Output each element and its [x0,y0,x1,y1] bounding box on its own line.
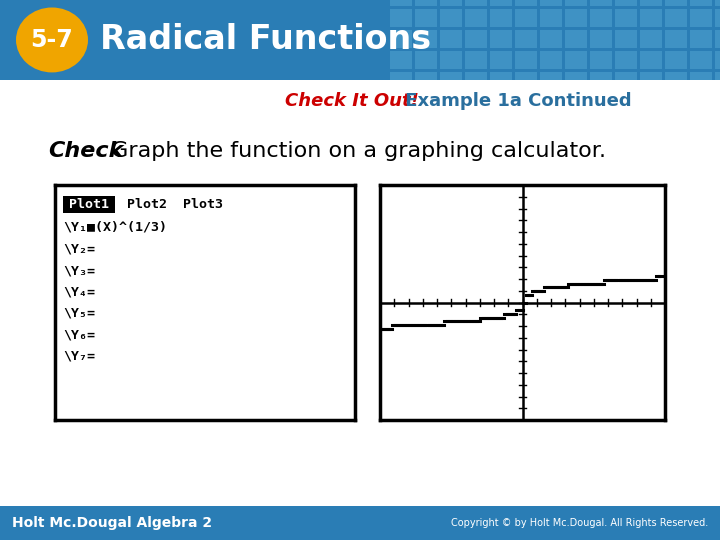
Ellipse shape [16,8,88,72]
FancyBboxPatch shape [390,51,412,69]
Text: \Y₁■(X)^(1/3): \Y₁■(X)^(1/3) [63,220,167,233]
Text: \Y₇=: \Y₇= [63,349,95,362]
FancyBboxPatch shape [640,72,662,90]
Text: Graph the function on a graphing calculator.: Graph the function on a graphing calcula… [104,141,606,161]
FancyBboxPatch shape [465,9,487,27]
FancyBboxPatch shape [615,72,637,90]
FancyBboxPatch shape [565,30,587,48]
FancyBboxPatch shape [415,30,437,48]
FancyBboxPatch shape [515,72,537,90]
FancyBboxPatch shape [490,72,512,90]
FancyBboxPatch shape [465,0,487,6]
FancyBboxPatch shape [63,196,115,213]
FancyBboxPatch shape [465,30,487,48]
FancyBboxPatch shape [515,51,537,69]
FancyBboxPatch shape [665,51,687,69]
FancyBboxPatch shape [640,9,662,27]
FancyBboxPatch shape [690,51,712,69]
FancyBboxPatch shape [590,9,612,27]
FancyBboxPatch shape [665,72,687,90]
FancyBboxPatch shape [540,9,562,27]
FancyBboxPatch shape [415,72,437,90]
FancyBboxPatch shape [440,72,462,90]
FancyBboxPatch shape [540,30,562,48]
FancyBboxPatch shape [715,51,720,69]
FancyBboxPatch shape [590,72,612,90]
FancyBboxPatch shape [490,30,512,48]
Text: Plot2  Plot3: Plot2 Plot3 [127,198,223,211]
FancyBboxPatch shape [615,0,637,6]
FancyBboxPatch shape [390,9,412,27]
FancyBboxPatch shape [565,9,587,27]
Text: 5-7: 5-7 [31,28,73,52]
FancyBboxPatch shape [715,30,720,48]
FancyBboxPatch shape [640,30,662,48]
FancyBboxPatch shape [690,30,712,48]
Text: Copyright © by Holt Mc.Dougal. All Rights Reserved.: Copyright © by Holt Mc.Dougal. All Right… [451,518,708,528]
FancyBboxPatch shape [465,51,487,69]
FancyBboxPatch shape [690,72,712,90]
FancyBboxPatch shape [540,51,562,69]
FancyBboxPatch shape [615,30,637,48]
FancyBboxPatch shape [515,30,537,48]
FancyBboxPatch shape [490,9,512,27]
Text: \Y₃=: \Y₃= [63,265,95,278]
FancyBboxPatch shape [415,51,437,69]
FancyBboxPatch shape [565,51,587,69]
Text: \Y₄=: \Y₄= [63,286,95,299]
FancyBboxPatch shape [715,9,720,27]
FancyBboxPatch shape [590,0,612,6]
Text: Example 1a Continued: Example 1a Continued [399,92,631,110]
FancyBboxPatch shape [440,9,462,27]
FancyBboxPatch shape [540,72,562,90]
FancyBboxPatch shape [465,72,487,90]
Text: \Y₂=: \Y₂= [63,242,95,255]
FancyBboxPatch shape [715,0,720,6]
FancyBboxPatch shape [665,9,687,27]
Text: \Y₅=: \Y₅= [63,307,95,320]
FancyBboxPatch shape [515,0,537,6]
FancyBboxPatch shape [415,9,437,27]
FancyBboxPatch shape [0,0,720,80]
FancyBboxPatch shape [690,0,712,6]
Text: Radical Functions: Radical Functions [100,23,431,57]
FancyBboxPatch shape [390,0,412,6]
FancyBboxPatch shape [615,51,637,69]
Text: Check It Out!: Check It Out! [285,92,419,110]
FancyBboxPatch shape [715,72,720,90]
FancyBboxPatch shape [490,0,512,6]
FancyBboxPatch shape [440,0,462,6]
Text: Check: Check [48,141,123,161]
FancyBboxPatch shape [640,0,662,6]
FancyBboxPatch shape [690,9,712,27]
FancyBboxPatch shape [565,0,587,6]
FancyBboxPatch shape [665,30,687,48]
FancyBboxPatch shape [665,0,687,6]
FancyBboxPatch shape [390,72,412,90]
FancyBboxPatch shape [0,506,720,540]
FancyBboxPatch shape [590,30,612,48]
FancyBboxPatch shape [640,51,662,69]
FancyBboxPatch shape [565,72,587,90]
FancyBboxPatch shape [390,30,412,48]
FancyBboxPatch shape [540,0,562,6]
Text: \Y₆=: \Y₆= [63,328,95,341]
Text: Holt Mc.Dougal Algebra 2: Holt Mc.Dougal Algebra 2 [12,516,212,530]
Text: Plot1: Plot1 [69,198,109,211]
FancyBboxPatch shape [515,9,537,27]
FancyBboxPatch shape [415,0,437,6]
FancyBboxPatch shape [615,9,637,27]
FancyBboxPatch shape [590,51,612,69]
FancyBboxPatch shape [440,51,462,69]
FancyBboxPatch shape [440,30,462,48]
FancyBboxPatch shape [490,51,512,69]
